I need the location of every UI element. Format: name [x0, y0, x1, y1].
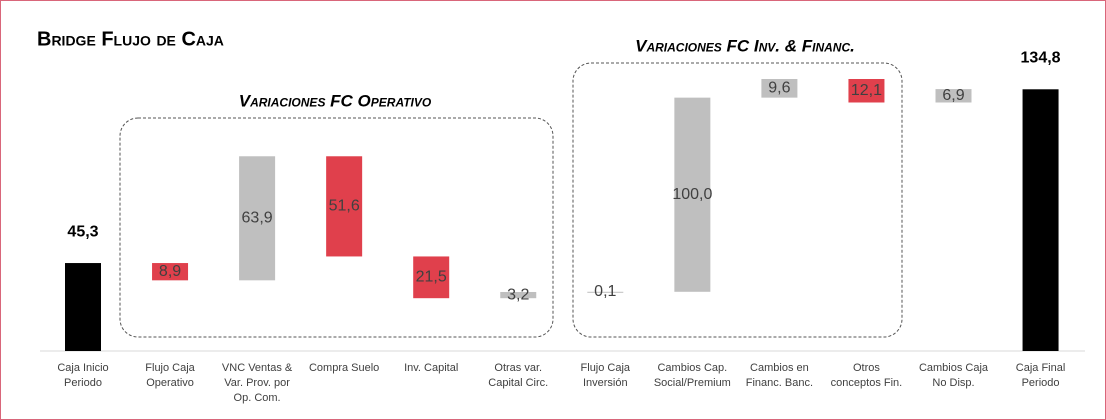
group-box: [119, 117, 554, 338]
x-tick-label: Compra Suelo: [309, 362, 379, 374]
value-label: 45,3: [67, 223, 98, 240]
value-label: 9,6: [768, 80, 790, 97]
x-tick-label: Otras var. Capital Circ.: [488, 362, 548, 389]
group-box: [572, 62, 903, 338]
group-label: Variaciones FC Operativo: [239, 91, 432, 110]
x-tick-label: Caja Inicio Periodo: [57, 362, 108, 389]
bar: [674, 97, 711, 292]
group-label: Variaciones FC Inv. & Financ.: [635, 36, 855, 55]
bar: [848, 79, 885, 103]
value-label: 6,9: [942, 87, 964, 104]
x-tick-label: Otros conceptos Fin.: [831, 362, 903, 389]
bar: [935, 89, 972, 103]
bar: [413, 256, 450, 299]
value-label: 21,5: [416, 269, 447, 286]
value-label: 63,9: [242, 210, 273, 227]
value-label: 51,6: [329, 198, 360, 215]
x-tick-label: Cambios en Financ. Banc.: [746, 362, 813, 389]
x-tick-label: Flujo Caja Inversión: [581, 362, 631, 389]
chart-title: Bridge Flujo de Caja: [37, 28, 224, 50]
value-label: 0,1: [594, 283, 616, 300]
bar: [152, 263, 189, 281]
value-label: 134,8: [1021, 50, 1061, 67]
bar: [587, 291, 624, 293]
value-label: 8,9: [159, 263, 181, 280]
bar: [326, 156, 363, 257]
x-tick-label: Flujo Caja Operativo: [145, 362, 195, 389]
x-tick-label: Cambios Caja No Disp.: [919, 362, 989, 389]
x-tick-label: VNC Ventas & Var. Prov. por Op. Com.: [222, 362, 293, 404]
value-label: 12,1: [851, 82, 882, 99]
value-label: 100,0: [672, 186, 712, 203]
x-tick-label: Caja Final Periodo: [1016, 362, 1066, 389]
bar: [761, 79, 798, 98]
bar: [65, 263, 101, 351]
bar: [500, 291, 537, 299]
value-label: 3,2: [507, 286, 529, 303]
bar: [239, 156, 276, 281]
x-tick-label: Inv. Capital: [404, 362, 458, 374]
bar: [1022, 89, 1059, 351]
x-tick-label: Cambios Cap. Social/Premium: [654, 362, 731, 389]
